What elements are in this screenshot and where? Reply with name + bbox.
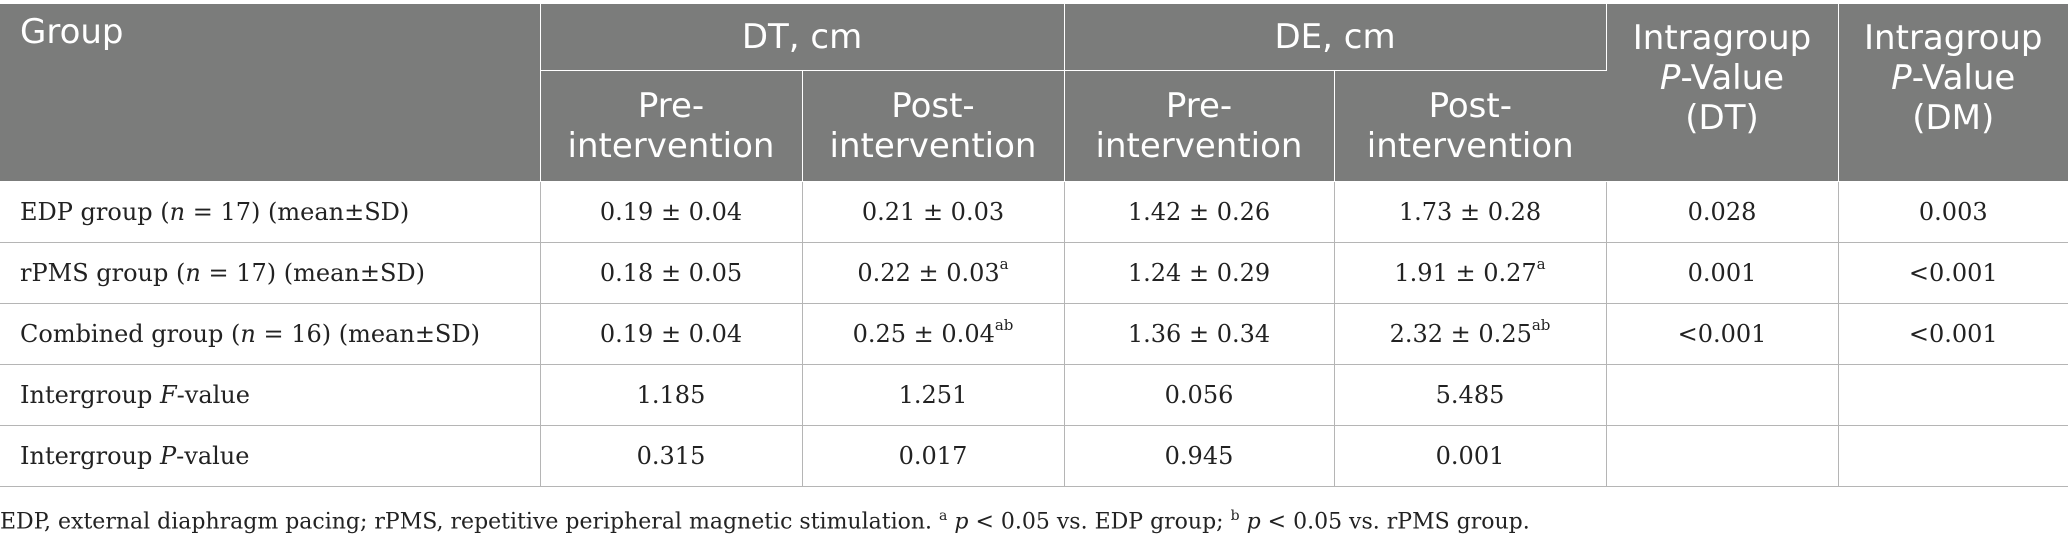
cell-de-pre: 1.24 ± 0.29 [1064, 242, 1335, 304]
cell-de-post: 2.32 ± 0.25ab [1334, 303, 1607, 365]
header-dt: DT, cm [540, 4, 1065, 71]
cell-de-pre: 1.42 ± 0.26 [1064, 181, 1335, 243]
cell-de-post: 1.91 ± 0.27a [1334, 242, 1607, 304]
row-label: Intergroup P-value [0, 425, 541, 487]
header-dt-pre: Pre-intervention [540, 70, 803, 182]
table-row: rPMS group (n = 17) (mean±SD) 0.18 ± 0.0… [0, 242, 2068, 304]
cell-dt-post: 0.25 ± 0.04ab [802, 303, 1065, 365]
cell-p-dm: <0.001 [1838, 242, 2068, 304]
cell-de-post: 0.001 [1334, 425, 1607, 487]
cell-p-dt: <0.001 [1606, 303, 1839, 365]
cell-dt-pre: 0.19 ± 0.04 [540, 181, 803, 243]
cell-p-dt [1606, 425, 1839, 487]
header-de-post: Post-intervention [1334, 70, 1607, 182]
cell-dt-post: 0.21 ± 0.03 [802, 181, 1065, 243]
cell-dt-pre: 0.18 ± 0.05 [540, 242, 803, 304]
row-label: rPMS group (n = 17) (mean±SD) [0, 242, 541, 304]
cell-dt-pre: 0.315 [540, 425, 803, 487]
table-row: Combined group (n = 16) (mean±SD) 0.19 ±… [0, 303, 2068, 365]
cell-p-dm: 0.003 [1838, 181, 2068, 243]
header-de: DE, cm [1064, 4, 1607, 71]
header-intragroup-p-dt: Intragroup P-Value (DT) [1606, 4, 1839, 182]
cell-dt-post: 0.22 ± 0.03a [802, 242, 1065, 304]
row-label: Combined group (n = 16) (mean±SD) [0, 303, 541, 365]
cell-p-dm [1838, 364, 2068, 426]
header-dt-post: Post-intervention [802, 70, 1065, 182]
cell-p-dm [1838, 425, 2068, 487]
cell-p-dm: <0.001 [1838, 303, 2068, 365]
cell-de-pre: 1.36 ± 0.34 [1064, 303, 1335, 365]
table-row: EDP group (n = 17) (mean±SD) 0.19 ± 0.04… [0, 181, 2068, 243]
results-table-container: Group DT, cm DE, cm Intragroup P-Value (DT… [0, 4, 2068, 487]
header-de-pre: Pre-intervention [1064, 70, 1335, 182]
row-label: Intergroup F-value [0, 364, 541, 426]
header-group: Group [0, 4, 541, 182]
cell-p-dt: 0.001 [1606, 242, 1839, 304]
cell-de-pre: 0.945 [1064, 425, 1335, 487]
cell-de-pre: 0.056 [1064, 364, 1335, 426]
cell-dt-pre: 0.19 ± 0.04 [540, 303, 803, 365]
table-row: Intergroup P-value 0.315 0.017 0.945 0.0… [0, 425, 2068, 487]
header-intragroup-p-dm: Intragroup P-Value (DM) [1838, 4, 2068, 182]
table-row: Intergroup F-value 1.185 1.251 0.056 5.4… [0, 364, 2068, 426]
table-footnote: EDP, external diaphragm pacing; rPMS, re… [0, 508, 1530, 535]
results-table: Group DT, cm DE, cm Intragroup P-Value (DT… [0, 4, 2068, 487]
cell-dt-post: 0.017 [802, 425, 1065, 487]
cell-p-dt [1606, 364, 1839, 426]
cell-de-post: 5.485 [1334, 364, 1607, 426]
row-label: EDP group (n = 17) (mean±SD) [0, 181, 541, 243]
cell-dt-pre: 1.185 [540, 364, 803, 426]
cell-de-post: 1.73 ± 0.28 [1334, 181, 1607, 243]
cell-dt-post: 1.251 [802, 364, 1065, 426]
cell-p-dt: 0.028 [1606, 181, 1839, 243]
